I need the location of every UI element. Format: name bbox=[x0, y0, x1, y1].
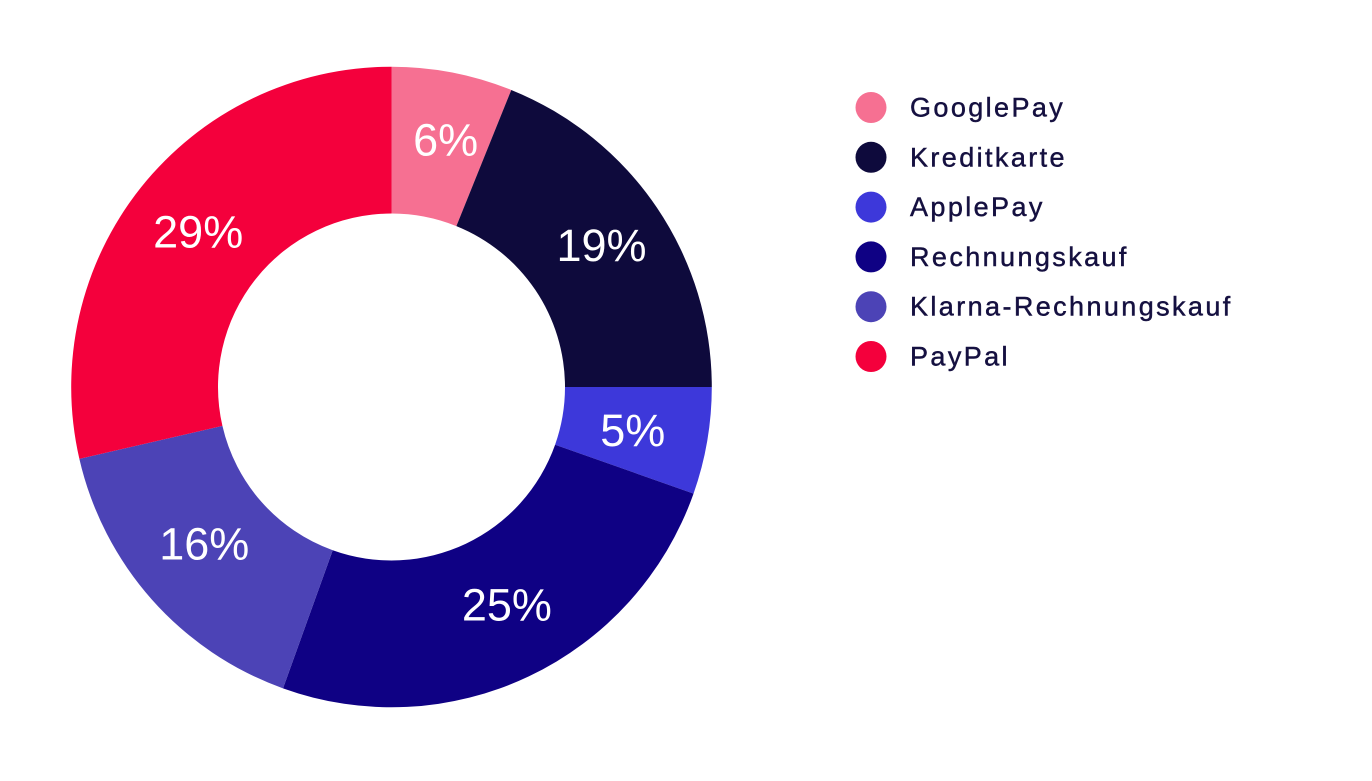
svg-text:29%: 29% bbox=[153, 207, 243, 258]
svg-text:Kreditkarte: Kreditkarte bbox=[910, 142, 1067, 172]
svg-text:5%: 5% bbox=[600, 405, 665, 456]
svg-text:19%: 19% bbox=[556, 220, 646, 271]
svg-text:Rechnungskauf: Rechnungskauf bbox=[910, 242, 1129, 272]
svg-text:ApplePay: ApplePay bbox=[910, 192, 1045, 222]
svg-text:GooglePay: GooglePay bbox=[910, 93, 1065, 123]
svg-text:25%: 25% bbox=[462, 580, 552, 631]
svg-text:6%: 6% bbox=[413, 115, 478, 166]
svg-text:Klarna-Rechnungskauf: Klarna-Rechnungskauf bbox=[910, 292, 1233, 322]
svg-text:PayPal: PayPal bbox=[910, 342, 1010, 372]
svg-text:16%: 16% bbox=[159, 519, 249, 570]
